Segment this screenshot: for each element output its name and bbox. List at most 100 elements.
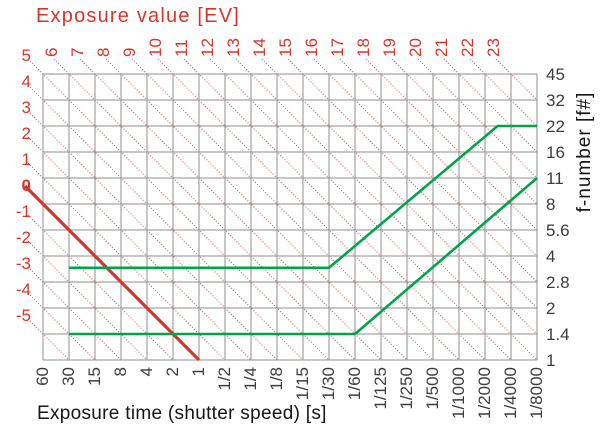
time-tick-label: 4 [137,367,156,376]
ev-top-tick-label: 23 [484,38,503,57]
fnumber-tick-label: 1 [546,351,555,370]
ev-top-tick-label: 6 [42,48,61,57]
ev-left-tick-label: 5 [22,46,31,65]
ev-isoline [209,58,512,361]
ev-isoline [391,58,538,205]
fnumber-tick-label: 32 [546,91,565,110]
time-tick-label: 2 [163,367,182,376]
time-tick-label: 1/15 [293,367,312,400]
ev-top-tick-label: 16 [302,38,321,57]
ev-top-tick-label: 8 [94,48,113,57]
ev-isoline [27,266,122,361]
ev-isoline [105,58,408,361]
chart-title: Exposure value [EV] [36,5,241,27]
ev-isoline [27,84,304,361]
time-tick-label: 1 [189,367,208,376]
fnumber-tick-label: 11 [546,169,564,188]
ev-left-tick-label: -4 [16,280,31,299]
fnumber-tick-label: 45 [546,65,565,84]
time-tick-label: 1/8 [267,367,286,391]
time-tick-label: 30 [59,367,78,386]
ev-top-tick-label: 7 [68,48,87,57]
ev-isoline [495,58,538,101]
ev-isoline [27,110,278,361]
ev-top-tick-label: 18 [354,38,373,57]
ev-top-tick-label: 14 [250,38,269,57]
ev-left-tick-label: -1 [16,202,31,221]
y-axis-title: f-number [f#] [574,91,595,213]
ev-isoline [131,58,434,361]
time-tick-label: 1/2 [215,367,234,391]
grid-lines [42,73,538,361]
time-tick-label: 1/125 [371,367,390,410]
fnumber-tick-label: 22 [546,117,565,136]
ev-isoline [53,58,356,361]
ev-isoline [27,162,226,361]
time-tick-label: 1/250 [397,367,416,410]
ev-left-tick-label: 4 [22,72,31,91]
program-lines [69,124,538,336]
ev-isoline [27,292,96,361]
fnumber-tick-label: 4 [546,247,555,266]
fnumber-tick-label: 2.8 [546,273,570,292]
ev-left-tick-label: -5 [16,306,31,325]
program-line [69,177,538,336]
ev-isoline [27,136,252,361]
fnumber-tick-label: 2 [546,299,555,318]
time-tick-label: 1/2000 [475,367,494,419]
ev-left-tick-label: 0 [22,176,31,195]
ev-top-tick-label: 15 [276,38,295,57]
time-tick-label: 1/500 [423,367,442,410]
ev-top-tick-label: 20 [406,38,425,57]
ev-isoline [79,58,382,361]
ev-highlight [23,184,201,362]
ev-left-tick-label: 3 [22,98,31,117]
ev-top-tick-label: 22 [458,38,477,57]
time-tick-label: 8 [111,367,130,376]
time-tick-label: 15 [85,367,104,386]
ev-top-tick-label: 19 [380,38,399,57]
time-tick-label: 1/60 [345,367,364,400]
ev-left-tick-label: -3 [16,254,31,273]
ev-isoline [469,58,538,127]
ev-isoline [339,58,538,257]
ev-isoline [27,58,330,361]
ev-top-tick-label: 11 [172,39,191,57]
ev-top-tick-label: 10 [146,38,165,57]
time-tick-label: 60 [33,367,52,386]
time-tick-label: 1/4 [241,367,260,391]
ev-isoline [27,318,70,361]
ev-isoline [27,240,148,361]
fnumber-tick-label: 16 [546,143,565,162]
ev-top-tick-label: 13 [224,38,243,57]
ev-isoline [261,58,538,335]
ev-left-tick-label: -2 [16,228,31,247]
ev-top-tick-label: 12 [198,38,217,57]
fnumber-tick-label: 5.6 [546,221,570,240]
ev-isoline [287,58,538,309]
ev-isoline [443,58,538,153]
time-tick-label: 1/4000 [501,367,520,419]
ev-isoline [313,58,538,283]
fnumber-tick-label: 8 [546,195,555,214]
ev-isolines [27,58,538,361]
ev-isoline [27,214,174,361]
program-line [69,124,537,270]
time-tick-label: 1/8000 [527,367,546,419]
x-axis-title: Exposure time (shutter speed) [s] [37,403,327,424]
ev-isoline [417,58,538,179]
ev-highlight-line [23,184,201,362]
ev-top-tick-label: 9 [120,48,139,57]
ev-left-tick-label: 2 [22,124,31,143]
time-tick-label: 1/30 [319,367,338,400]
ev-top-tick-label: 17 [328,38,347,57]
ev-top-tick-label: 21 [432,38,451,57]
time-tick-label: 1/1000 [449,367,468,419]
ev-isoline [235,58,538,361]
ev-left-tick-label: 1 [22,150,31,169]
fnumber-tick-label: 1.4 [546,325,570,344]
ev-isoline [183,58,486,361]
